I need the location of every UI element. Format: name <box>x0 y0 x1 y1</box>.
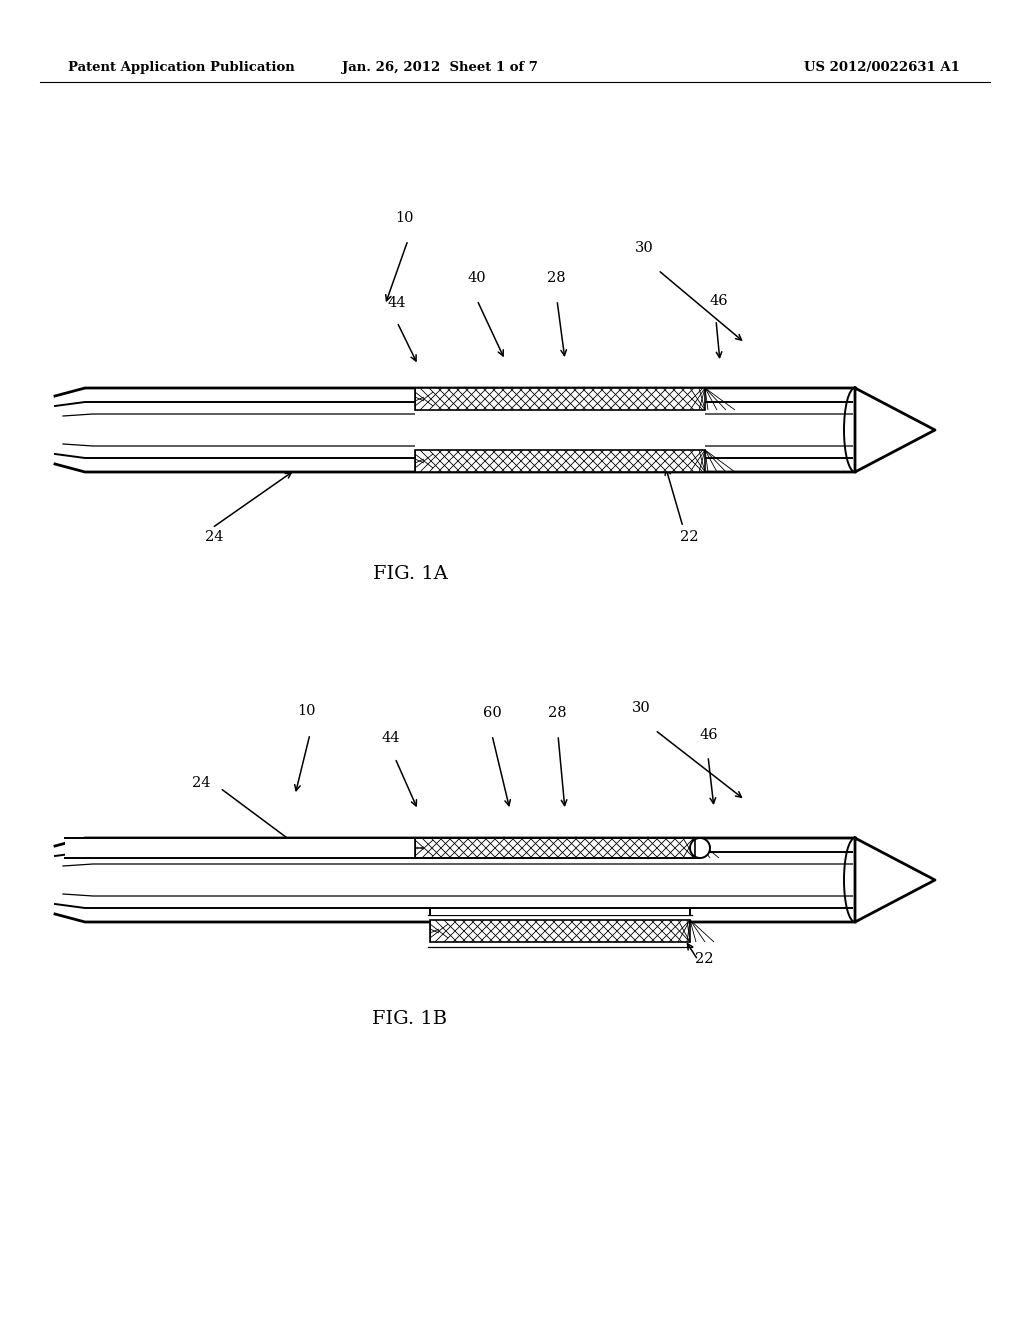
Text: 46: 46 <box>700 729 719 742</box>
Text: 24: 24 <box>205 531 223 544</box>
Text: 28: 28 <box>547 271 565 285</box>
Bar <box>415 450 705 473</box>
Text: 22: 22 <box>695 952 714 966</box>
Text: 28: 28 <box>548 706 566 719</box>
Text: FIG. 1B: FIG. 1B <box>373 1010 447 1028</box>
Text: 30: 30 <box>632 701 650 715</box>
Text: 24: 24 <box>193 776 211 789</box>
Text: 44: 44 <box>387 296 406 310</box>
Text: Patent Application Publication: Patent Application Publication <box>68 62 295 74</box>
Ellipse shape <box>690 838 710 858</box>
Bar <box>415 838 695 858</box>
Bar <box>415 388 705 411</box>
Polygon shape <box>853 840 934 921</box>
Bar <box>430 920 690 942</box>
Polygon shape <box>855 838 935 921</box>
Polygon shape <box>853 389 934 471</box>
Bar <box>415 450 705 473</box>
Text: Jan. 26, 2012  Sheet 1 of 7: Jan. 26, 2012 Sheet 1 of 7 <box>342 62 538 74</box>
Text: FIG. 1A: FIG. 1A <box>373 565 447 583</box>
Bar <box>430 920 690 942</box>
Text: 44: 44 <box>382 731 400 744</box>
Bar <box>415 838 695 858</box>
Text: 40: 40 <box>467 271 485 285</box>
Text: 30: 30 <box>635 242 653 255</box>
Bar <box>65 838 700 858</box>
Bar <box>415 388 705 411</box>
Polygon shape <box>855 388 935 473</box>
Text: 46: 46 <box>710 294 729 308</box>
Bar <box>431 909 689 915</box>
Bar <box>65 838 700 851</box>
Text: 60: 60 <box>483 706 502 719</box>
Bar <box>415 411 705 450</box>
Text: 22: 22 <box>680 531 698 544</box>
Text: US 2012/0022631 A1: US 2012/0022631 A1 <box>804 62 961 74</box>
Text: 10: 10 <box>297 704 315 718</box>
Text: 10: 10 <box>395 211 414 224</box>
